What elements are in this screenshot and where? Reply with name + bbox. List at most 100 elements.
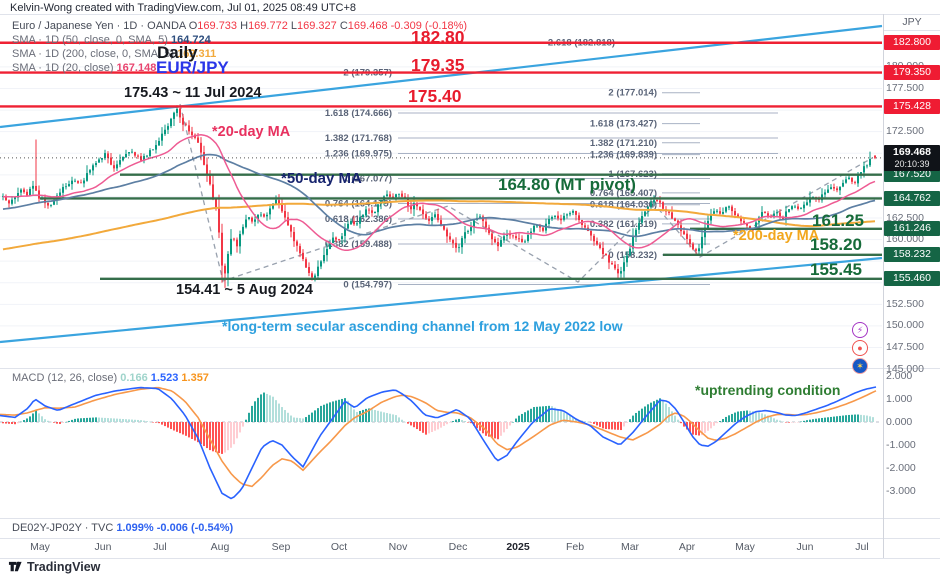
macd-hist-bar [743, 410, 745, 422]
candle-body [212, 184, 214, 200]
annotation-text[interactable]: *long-term secular ascending channel fro… [222, 318, 623, 334]
macd-hist-bar [17, 422, 19, 424]
flash-event-icon[interactable]: ⚡ [852, 322, 868, 338]
candle-body [308, 267, 310, 274]
price-macd-divider[interactable] [0, 368, 940, 369]
candle-body [874, 155, 876, 158]
macd-hist-bar [41, 416, 43, 422]
sma-legend-row[interactable]: SMA · 1D (20, close) 167.148 [12, 62, 156, 74]
annotation-text[interactable]: 175.43 ~ 11 Jul 2024 [124, 85, 262, 101]
macd-hist-bar [830, 416, 832, 422]
symbol-title: Euro / Japanese Yen · 1D · OANDA [12, 20, 186, 32]
candle-body [182, 117, 184, 125]
candle-body [287, 217, 289, 226]
candle-body [254, 219, 256, 222]
macd-hist-bar [671, 411, 673, 422]
sma-legend-row[interactable]: SMA · 1D (50, close, 0, SMA, 5) 164.724 [12, 34, 211, 46]
spread-legend[interactable]: DE02Y-JP02Y · TVC 1.099% -0.006 (-0.54%) [12, 522, 233, 534]
macd-hist-bar [515, 418, 517, 422]
candle-body [218, 207, 220, 233]
macd-hist-bar [680, 422, 682, 424]
price-axis-label: 150.000 [886, 319, 924, 332]
macd-legend[interactable]: MACD (12, 26, close) 0.166 1.523 1.357 [12, 372, 209, 384]
ohlc-item: C169.468 [339, 20, 388, 32]
candle-body [311, 273, 313, 278]
macd-hist-bar [548, 405, 550, 422]
eu-event-icon[interactable]: ✶ [852, 358, 868, 374]
macd-hist-bar [731, 413, 733, 422]
annotation-text[interactable]: 161.25 [812, 211, 864, 230]
candle-body [434, 214, 436, 218]
macd-hist-bar [68, 420, 70, 422]
candle-body [173, 112, 175, 119]
macd-hist-bar [170, 422, 172, 430]
tradingview-footer[interactable]: TradingView [8, 559, 100, 574]
fib-right-label: 0.382 (161.819) [590, 219, 657, 230]
annotation-text[interactable]: *20-day MA [212, 124, 291, 140]
macd-hist-bar [728, 415, 730, 422]
macd-hist-bar [440, 422, 442, 428]
annotation-text[interactable]: 158.20 [810, 235, 862, 254]
candle-body [836, 188, 838, 191]
candle-body [560, 218, 562, 221]
annotation-text[interactable]: Daily [157, 43, 198, 62]
candle-body [92, 165, 94, 171]
candle-body [119, 160, 121, 165]
candle-body [737, 214, 739, 217]
macd-hist-bar [602, 422, 604, 429]
price-axis-unit[interactable]: JPY [884, 14, 940, 31]
annotation-text[interactable]: 154.41 ~ 5 Aug 2024 [176, 282, 313, 298]
annotation-text[interactable]: *50-day MA [281, 170, 362, 187]
fib-left-label: 1.382 (171.768) [325, 133, 392, 144]
macd-hist-bar [362, 409, 364, 422]
candle-body [473, 220, 475, 228]
candle-body [332, 237, 334, 243]
macd-hist-bar [650, 402, 652, 422]
macd-hist-bar [617, 422, 619, 430]
sma-label: SMA · 1D (20, close) [12, 62, 114, 74]
macd-hist-bar [707, 422, 709, 431]
macd-hist-bar [719, 421, 721, 422]
time-axis-label: Oct [330, 541, 348, 553]
sma-legend-row[interactable]: SMA · 1D (200, close, 0, SMA, 5) 162.311 [12, 48, 216, 60]
candle-body [668, 211, 670, 213]
macd-hist-bar [461, 419, 463, 422]
candle-body [569, 213, 571, 215]
annotation-text[interactable]: *200-day MA [733, 228, 820, 244]
macd-hist-bar [572, 417, 574, 422]
macd-hist-bar [779, 420, 781, 422]
macd-hist-bar [167, 422, 169, 428]
annotation-text[interactable]: EUR/JPY [156, 58, 229, 77]
macd-spread-divider[interactable] [0, 518, 940, 519]
candle-body [671, 212, 673, 219]
candle-body [773, 213, 775, 217]
candle-body [23, 189, 25, 193]
macd-pane[interactable] [0, 368, 883, 518]
candle-body [215, 199, 217, 208]
macd-hist-bar [860, 414, 862, 422]
candle-body [596, 240, 598, 245]
candle-body [95, 163, 97, 166]
annotation-text[interactable]: 175.40 [408, 86, 462, 106]
current-price-label: 169.468 20:10:39 [884, 144, 940, 171]
annotation-text[interactable]: *uptrending condition [695, 382, 841, 398]
annotation-text[interactable]: 155.45 [810, 260, 862, 279]
sma-label: SMA · 1D (200, close, 0, SMA, 5) [12, 48, 175, 60]
macd-hist-bar [437, 422, 439, 430]
macd-hist-bar [476, 422, 478, 429]
price-pane[interactable]: 2 (179.357)1.618 (174.666)1.382 (171.768… [0, 0, 883, 368]
candle-body [803, 204, 805, 209]
candle-body [551, 217, 553, 219]
candle-body [14, 197, 16, 200]
annotation-text[interactable]: 164.80 (MT pivot) [498, 175, 636, 194]
candle-body [155, 145, 157, 150]
macd-hist-bar [656, 399, 658, 422]
annotation-text[interactable]: 179.35 [411, 55, 465, 75]
macd-hist-bar [293, 417, 295, 422]
annotation-text[interactable]: 182.80 [411, 27, 465, 47]
symbol-legend[interactable]: Euro / Japanese Yen · 1D · OANDA O169.73… [12, 20, 467, 32]
macd-hist-bar [101, 417, 103, 422]
record-event-icon[interactable]: ● [852, 340, 868, 356]
candle-body [71, 180, 73, 185]
macd-hist-bar [500, 422, 502, 436]
